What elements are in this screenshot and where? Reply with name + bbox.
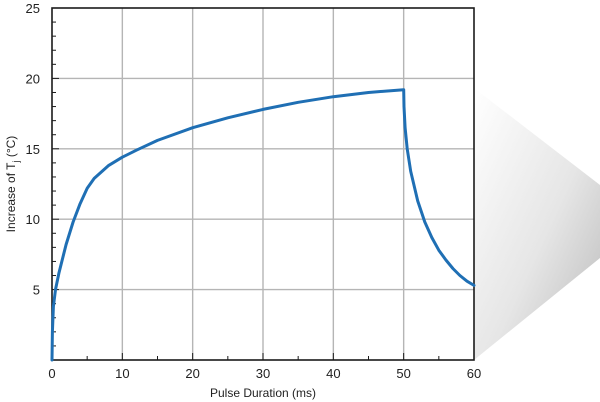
x-tick-label: 50 xyxy=(396,366,410,381)
y-tick-label: 10 xyxy=(26,212,40,227)
axis-ticks xyxy=(52,21,440,360)
x-tick-labels: 0 10 20 30 40 50 60 xyxy=(48,366,481,381)
y-tick-labels: 5 10 15 20 25 xyxy=(26,1,40,298)
x-tick-label: 30 xyxy=(256,366,270,381)
plot-frame xyxy=(51,7,475,361)
series-line xyxy=(50,88,476,362)
x-axis-title: Pulse Duration (ms) xyxy=(210,386,316,400)
y-tick-label: 5 xyxy=(33,283,40,298)
x-tick-label: 60 xyxy=(467,366,481,381)
y-tick-label: 20 xyxy=(26,71,40,86)
decorative-shadow xyxy=(474,88,600,360)
y-axis-title: Increase of Tj (°C) xyxy=(4,136,21,233)
grid xyxy=(52,8,474,360)
x-tick-label: 0 xyxy=(48,366,55,381)
x-tick-label: 20 xyxy=(185,366,199,381)
x-tick-label: 40 xyxy=(326,366,340,381)
y-tick-label: 15 xyxy=(26,142,40,157)
x-tick-label: 10 xyxy=(115,366,129,381)
y-tick-label: 25 xyxy=(26,1,40,16)
